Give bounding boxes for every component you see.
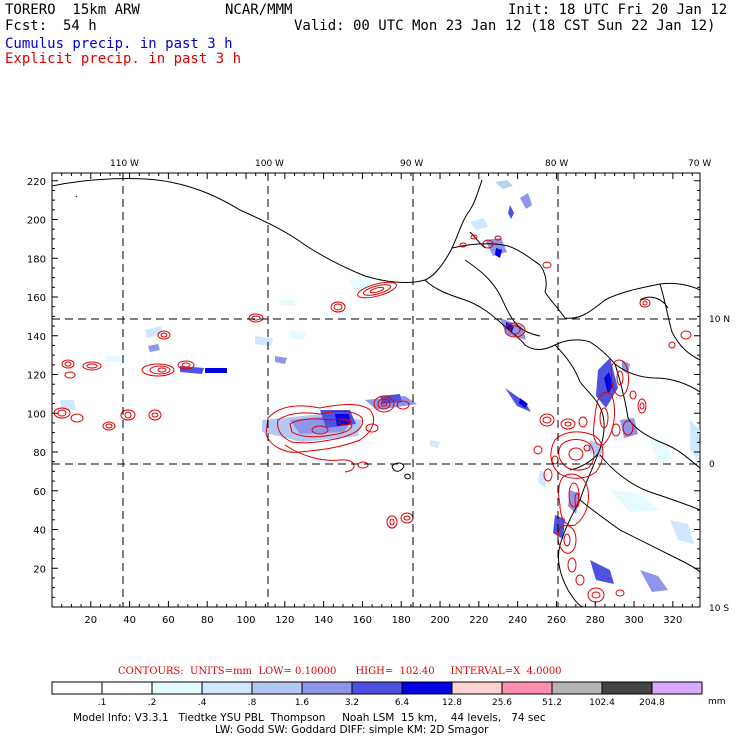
x-tick-label: 260 [547,615,566,626]
x-tick-label: 180 [392,615,411,626]
x-tick-label: 320 [663,615,682,626]
x-tick-label: 280 [586,615,605,626]
colorbar-swatch [651,681,703,695]
colorbar-label: 6.4 [395,698,410,708]
colorbar-label: 204.8 [639,698,665,708]
init-time: Init: 18 UTC Fri 20 Jan 12 [508,2,728,18]
y-tick-label: 80 [33,448,46,459]
colorbar-swatch [151,681,203,695]
colorbar-label: 51.2 [542,698,562,708]
x-axis-ticks: 20 40 60 80 100 120 140 160 180 200 220 240 260 280 30… [61,173,693,626]
model-title: TORERO 15km ARW [5,2,140,18]
lat-label-0: 0 [709,460,715,470]
colorbar-swatch [551,681,603,695]
colorbar-label: 25.6 [492,698,512,708]
y-tick-label: 200 [27,216,46,227]
colorbar-label: 12.8 [442,698,462,708]
colorbar-swatch [251,681,303,695]
x-tick-label: 240 [508,615,527,626]
colorbar-swatch [351,681,403,695]
lon-label-90w: 90 W [400,159,423,169]
colorbar-swatch [501,681,553,695]
x-tick-label: 160 [353,615,372,626]
colorbar-label: 3.2 [345,698,359,708]
x-tick-label: 200 [430,615,449,626]
x-tick-label: 40 [123,615,136,626]
explicit-legend-label: Explicit precip. in past 3 h [5,51,242,67]
cumulus-precip-shading [60,180,700,592]
map-frame [51,172,701,608]
x-tick-label: 220 [469,615,488,626]
lat-label-10s: 10 S [709,604,729,614]
cumulus-legend-label: Cumulus precip. in past 3 h [5,36,233,52]
lon-label-80w: 80 W [545,159,568,169]
x-tick-label: 60 [162,615,175,626]
colorbar-label: 102.4 [589,698,615,708]
colorbar-swatch [201,681,253,695]
y-tick-label: 100 [27,409,46,420]
colorbar-swatch [301,681,353,695]
lon-label-110w: 110 W [110,159,139,169]
colorbar-label: .8 [248,698,257,708]
x-tick-label: 140 [314,615,333,626]
latlon-grid [52,173,700,607]
model-info-line2: LW: Godd SW: Goddard DIFF: simple KM: 2D… [215,724,489,736]
y-tick-label: 20 [33,564,46,575]
x-tick-label: 80 [201,615,214,626]
lat-label-10n: 10 N [709,315,730,325]
y-tick-label: 120 [27,371,46,382]
y-tick-label: 140 [27,332,46,343]
x-tick-label: 20 [84,615,97,626]
y-tick-label: 220 [27,177,46,188]
lon-label-70w: 70 W [688,159,711,169]
model-info-line1: Model Info: V3.3.1 Tiedtke YSU PBL Thomp… [73,712,546,724]
colorbar-label: .2 [148,698,157,708]
explicit-precip-contours [53,234,692,603]
colorbar-swatch [451,681,503,695]
forecast-label: Fcst: [5,18,48,34]
colorbar: .1 .2 .4 .8 1.6 3.2 6.4 12.8 25.6 51.2 102.4 204.8 [51,681,703,708]
colorbar-swatch [401,681,453,695]
y-tick-label: 160 [27,293,46,304]
y-tick-label: 180 [27,254,46,265]
x-tick-label: 300 [624,615,643,626]
lon-label-100w: 100 W [255,159,284,169]
organization: NCAR/MMM [225,2,293,18]
colorbar-swatch [601,681,653,695]
valid-time: Valid: 00 UTC Mon 23 Jan 12 (18 CST Sun … [294,18,716,34]
colorbar-label: .1 [98,698,107,708]
y-tick-label: 40 [33,526,46,537]
colorbar-swatch [51,681,103,695]
contour-info: CONTOURS: UNITS=mm LOW= 0.10000 HIGH= 10… [118,666,562,677]
x-tick-label: 120 [275,615,294,626]
y-axis-ticks: 20 40 60 80 100 120 140 160 180 200 220 [27,177,700,598]
y-tick-label: 60 [33,487,46,498]
colorbar-swatch [101,681,153,695]
colorbar-unit: mm [708,697,726,707]
forecast-hour: 54 h [63,18,97,34]
colorbar-label: .4 [198,698,207,708]
x-tick-label: 100 [236,615,255,626]
colorbar-label: 1.6 [295,698,310,708]
